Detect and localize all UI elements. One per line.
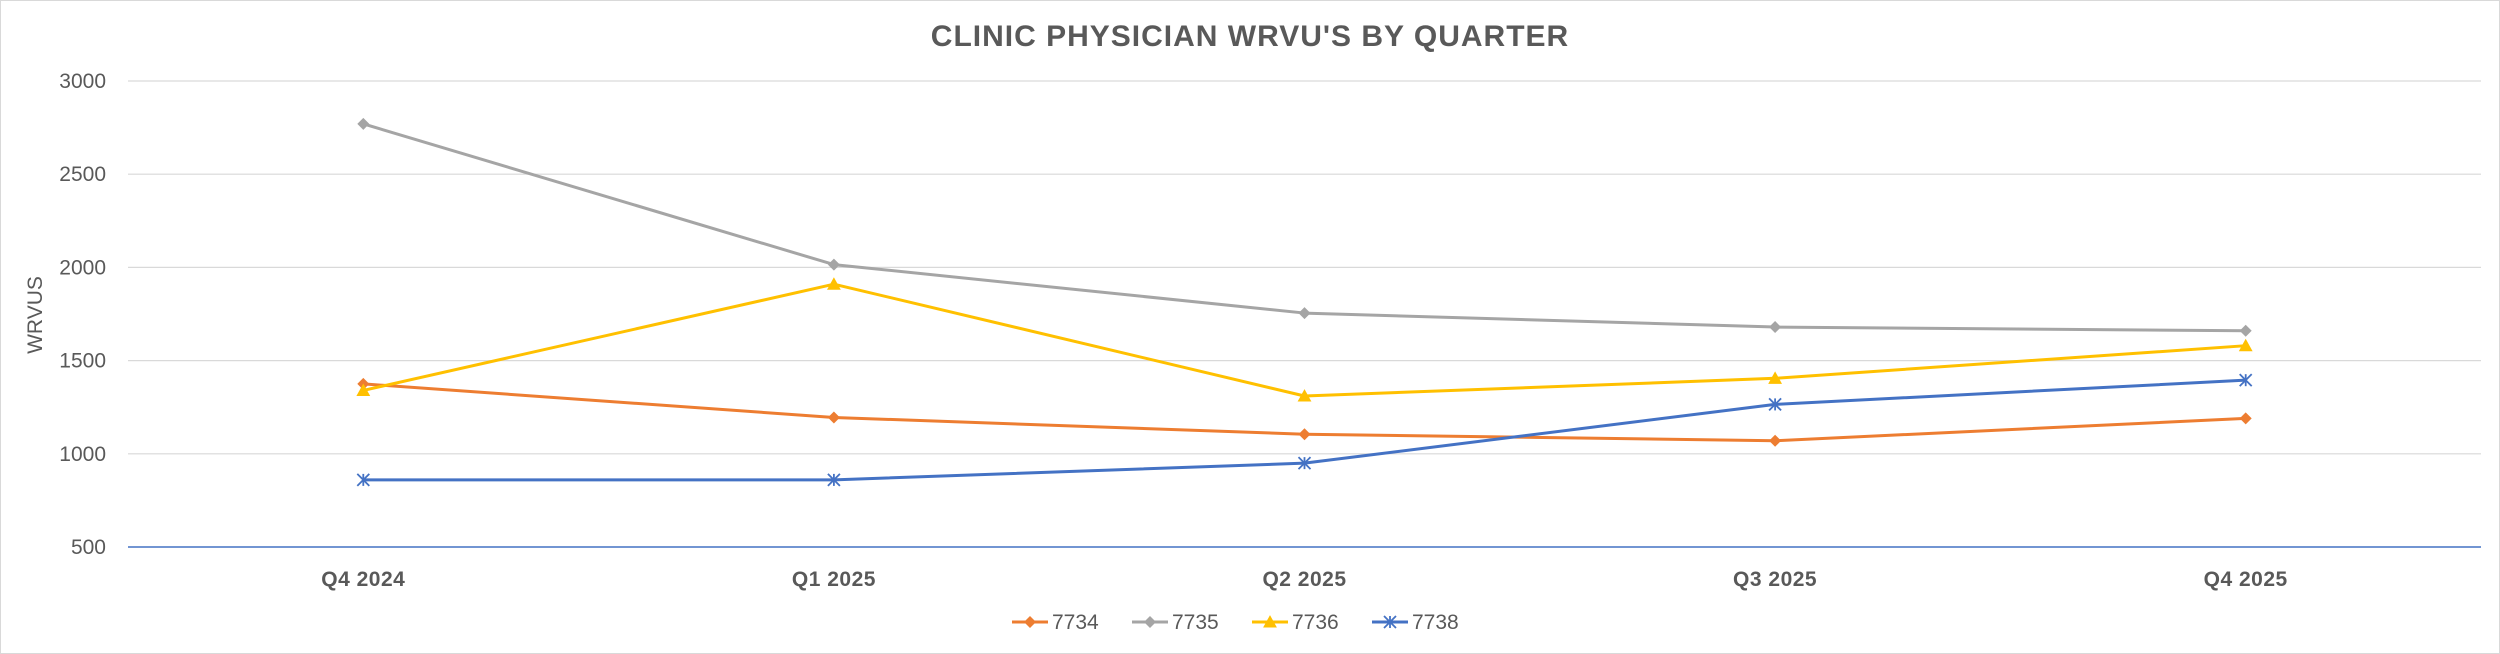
y-tick-label: 2500 [59, 163, 106, 186]
series-7734 [357, 377, 2252, 447]
y-tick-label: 1500 [59, 350, 106, 373]
chart-title: CLINIC PHYSICIAN WRVU'S BY QUARTER [931, 20, 1569, 53]
y-tick-label: 3000 [59, 70, 106, 93]
data-point [1298, 428, 1311, 441]
data-point [1769, 321, 1782, 334]
data-point [357, 117, 370, 130]
data-point [1768, 397, 1782, 412]
series-line [362, 122, 2246, 333]
x-axis-ticks: Q4 2024 Q1 2025 Q2 2025 Q3 2025 Q4 2025 [321, 568, 2287, 591]
data-point [2238, 338, 2253, 352]
series-line [362, 282, 2246, 398]
legend-label: 7736 [1292, 611, 1339, 634]
legend-item-7738: 7738 [1372, 611, 1459, 634]
legend-label: 7734 [1052, 611, 1099, 634]
y-axis-ticks: 500 1000 1500 2000 2500 3000 [59, 70, 106, 559]
data-point [1383, 615, 1397, 629]
legend-label: 7735 [1172, 611, 1219, 634]
data-point [1297, 456, 1312, 470]
gridlines [128, 80, 2481, 548]
series-layer [356, 117, 2253, 487]
series-7738 [356, 373, 2253, 487]
data-point [2239, 324, 2252, 337]
legend-item-7735: 7735 [1132, 611, 1219, 634]
legend: 7734 7735 7736 7738 [1012, 611, 1459, 634]
data-point [827, 411, 840, 424]
x-tick-label: Q3 2025 [1733, 568, 1817, 591]
data-point [356, 383, 371, 396]
data-point [1024, 616, 1036, 628]
data-point [1298, 307, 1311, 320]
x-tick-label: Q1 2025 [792, 568, 876, 591]
data-point [827, 473, 841, 487]
data-point [1263, 615, 1277, 628]
legend-item-7736: 7736 [1252, 611, 1339, 634]
data-point [1768, 371, 1782, 384]
legend-item-7734: 7734 [1012, 611, 1099, 634]
x-tick-label: Q4 2024 [321, 568, 405, 591]
series-7735 [357, 117, 2252, 337]
series-7736 [356, 277, 2253, 402]
data-point [1297, 389, 1312, 402]
x-tick-label: Q2 2025 [1262, 568, 1346, 591]
data-point [1144, 616, 1156, 628]
data-point [827, 277, 841, 290]
y-tick-label: 2000 [59, 256, 106, 279]
data-point [2239, 373, 2253, 387]
y-tick-label: 500 [71, 536, 106, 559]
data-point [1769, 434, 1782, 447]
data-point [2239, 412, 2252, 425]
y-axis-label: WRVUS [24, 276, 47, 354]
data-point [827, 258, 840, 271]
legend-label: 7738 [1412, 611, 1459, 634]
y-tick-label: 1000 [59, 443, 106, 466]
x-tick-label: Q4 2025 [2204, 568, 2288, 591]
data-point [356, 473, 370, 487]
